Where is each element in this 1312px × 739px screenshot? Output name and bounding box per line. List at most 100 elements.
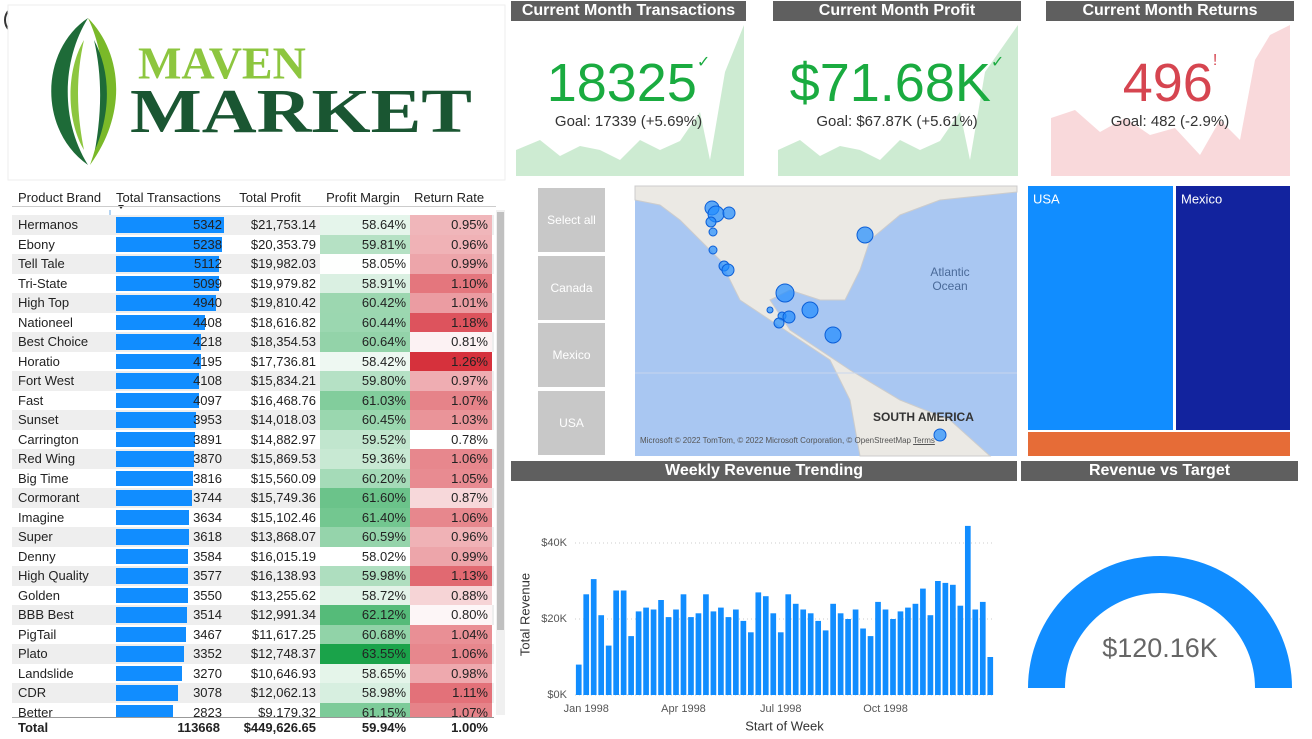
kpi-value: 18325✓ bbox=[511, 52, 746, 114]
profit-cell: $13,868.07 bbox=[250, 529, 316, 545]
map-bubbles bbox=[704, 200, 947, 442]
brand-cell: Hermanos bbox=[18, 217, 78, 232]
transactions-cell: 3584 bbox=[193, 548, 222, 564]
table-body: Hermanos 5342 $21,753.14 58.64% 0.95% Ebony 52… bbox=[12, 215, 496, 718]
profit-cell: $21,753.14 bbox=[250, 217, 316, 232]
return-cell: 1.03% bbox=[410, 410, 492, 430]
table-row: Tri-State 5099 $19,979.82 58.91% 1.10% bbox=[12, 273, 494, 294]
kpi-value-text: 496 bbox=[1122, 53, 1213, 113]
leaf bbox=[94, 40, 107, 150]
header-rule bbox=[12, 206, 496, 207]
bar bbox=[650, 609, 657, 695]
transactions-cell: 5099 bbox=[193, 275, 222, 291]
profit-cell: $16,138.93 bbox=[250, 568, 316, 584]
x-tick-label: Apr 1998 bbox=[661, 703, 706, 715]
transactions-cell: 3514 bbox=[193, 607, 222, 623]
bar bbox=[725, 617, 732, 695]
return-cell: 0.99% bbox=[410, 546, 492, 567]
total-cell: 113668 bbox=[177, 720, 220, 735]
return-cell: 1.04% bbox=[410, 624, 492, 645]
return-cell: 1.06% bbox=[410, 507, 492, 528]
total-cell: $449,626.65 bbox=[243, 720, 316, 735]
treemap-tile[interactable] bbox=[1176, 186, 1290, 430]
column-header: Total Transactions bbox=[116, 190, 221, 205]
transactions-cell: 3816 bbox=[193, 470, 222, 486]
table-row: Big Time 3816 $15,560.09 60.20% 1.05% bbox=[12, 468, 494, 489]
leaf bbox=[51, 18, 88, 165]
table-row: Carrington 3891 $14,882.97 59.52% 0.78% bbox=[12, 429, 494, 450]
data-bar bbox=[116, 217, 224, 233]
brand-cell: Sunset bbox=[18, 412, 59, 428]
slicer-button[interactable]: USA bbox=[538, 391, 605, 455]
treemap-tile[interactable] bbox=[1028, 432, 1290, 456]
table-row: Best Choice 4218 $18,354.53 60.64% 0.81% bbox=[12, 332, 494, 352]
bar bbox=[733, 609, 739, 695]
table-row: Red Wing 3870 $15,869.53 59.36% 1.06% bbox=[12, 449, 494, 469]
margin-cell: 60.45% bbox=[320, 410, 410, 430]
return-cell: 1.07% bbox=[410, 390, 492, 411]
return-cell: 1.05% bbox=[410, 468, 492, 489]
bar bbox=[635, 611, 642, 695]
margin-cell: 60.20% bbox=[320, 468, 410, 489]
return-cell: 1.13% bbox=[410, 566, 492, 586]
slicer-button[interactable]: Canada bbox=[538, 256, 605, 320]
data-bar bbox=[116, 256, 220, 272]
slicer-button[interactable]: Mexico bbox=[538, 323, 605, 387]
bar bbox=[598, 615, 605, 695]
table-row: High Top 4940 $19,810.42 60.42% 1.01% bbox=[12, 293, 494, 313]
scroll-thumb[interactable] bbox=[497, 212, 504, 630]
data-bar bbox=[116, 334, 202, 350]
table-row: PigTail 3467 $11,617.25 60.68% 1.04% bbox=[12, 624, 494, 645]
bar bbox=[957, 605, 964, 695]
bar bbox=[972, 609, 979, 695]
return-cell: 0.98% bbox=[410, 663, 492, 684]
transactions-cell: 3577 bbox=[193, 568, 222, 584]
brand-cell: Red Wing bbox=[18, 451, 76, 467]
table-row: Super 3618 $13,868.07 60.59% 0.96% bbox=[12, 527, 494, 547]
bar bbox=[800, 609, 807, 695]
logo-box bbox=[7, 4, 506, 181]
bar bbox=[628, 636, 634, 695]
column-header: Product Brand bbox=[18, 190, 102, 205]
margin-cell: 62.12% bbox=[320, 605, 410, 625]
table: Product Brand Total Transactions Total Pro… bbox=[12, 185, 496, 738]
bar bbox=[815, 620, 822, 695]
x-axis-label: Start of Week bbox=[745, 718, 824, 733]
transactions-cell: 4097 bbox=[193, 392, 222, 408]
treemap-tile[interactable] bbox=[1028, 186, 1173, 430]
map-label: Atlantic Ocean bbox=[930, 265, 970, 293]
profit-cell: $15,749.36 bbox=[250, 490, 316, 506]
x-tick-label: Oct 1998 bbox=[863, 703, 908, 715]
kpi-title: Current Month Returns bbox=[1046, 1, 1294, 21]
brand-cell: Fort West bbox=[18, 373, 75, 389]
bar bbox=[875, 601, 881, 695]
return-cell: 1.10% bbox=[410, 273, 492, 294]
bar bbox=[927, 615, 934, 695]
table-row: Cormorant 3744 $15,749.36 61.60% 0.87% bbox=[12, 488, 494, 508]
data-bar bbox=[116, 314, 206, 331]
margin-cell: 58.98% bbox=[320, 683, 410, 703]
brand-cell: BBB Best bbox=[18, 607, 74, 623]
bar bbox=[605, 645, 612, 695]
table-row: Landslide 3270 $10,646.93 58.65% 0.98% bbox=[12, 663, 494, 684]
transactions-cell: 5112 bbox=[194, 256, 222, 272]
table-row: Better 2823 $9,179.32 61.15% 1.07% bbox=[12, 703, 494, 718]
gauge-arc bbox=[1028, 556, 1292, 688]
margin-cell: 61.60% bbox=[320, 488, 410, 508]
map-terms[interactable]: Terms bbox=[913, 436, 935, 445]
kpi-goal: Goal: $67.87K (+5.61%) bbox=[816, 113, 978, 130]
data-bar bbox=[116, 275, 220, 292]
kpi-value-text: 18325 bbox=[546, 53, 697, 113]
return-cell: 1.18% bbox=[410, 312, 492, 333]
slicer-button[interactable]: Select all bbox=[538, 188, 605, 252]
brand-cell: Nationeel bbox=[18, 314, 73, 330]
profit-cell: $17,736.81 bbox=[250, 353, 316, 369]
x-tick-label: Jul 1998 bbox=[760, 703, 802, 715]
margin-cell: 58.64% bbox=[320, 215, 410, 235]
data-bar bbox=[116, 705, 174, 718]
brand-cell: Better bbox=[18, 705, 53, 718]
bar bbox=[695, 613, 702, 695]
y-tick-label: $0K bbox=[547, 689, 567, 701]
leaf bbox=[88, 18, 117, 165]
profit-cell: $9,179.32 bbox=[258, 705, 316, 718]
